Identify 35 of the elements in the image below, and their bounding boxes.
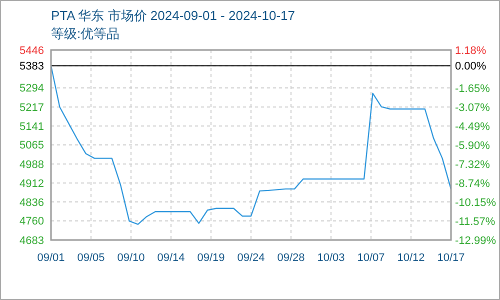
x-tick-label: 09/14: [157, 252, 185, 264]
y-tick-label: 5141: [20, 120, 44, 133]
y2-tick-label: -4.49%: [455, 120, 490, 133]
y-tick-label: 5217: [20, 102, 44, 114]
x-tick-label: 09/10: [117, 252, 145, 264]
y-tick-label: 4836: [20, 196, 44, 209]
x-tick-label: 09/24: [237, 252, 265, 264]
y2-tick-label: 1.18%: [455, 44, 486, 57]
x-tick-label: 10/07: [357, 252, 385, 264]
y-tick-label: 4988: [20, 158, 44, 171]
x-tick-label: 09/19: [197, 252, 225, 264]
y-tick-label: 5383: [20, 60, 44, 73]
y2-tick-label: -5.90%: [455, 140, 490, 152]
x-tick-label: 10/17: [437, 252, 465, 264]
y-tick-label: 4683: [20, 234, 44, 247]
y2-tick-label: -11.57%: [455, 216, 496, 228]
x-tick-label: 10/12: [397, 252, 425, 264]
y-tick-label: 5446: [20, 44, 44, 57]
y2-tick-label: -1.65%: [455, 82, 490, 95]
x-tick-label: 09/01: [37, 252, 65, 264]
x-tick-label: 09/05: [77, 252, 105, 264]
y2-tick-label: 0.00%: [455, 60, 486, 73]
y2-tick-label: -8.74%: [455, 178, 490, 190]
y-tick-label: 4912: [20, 178, 44, 190]
x-tick-label: 09/28: [277, 252, 305, 264]
y2-tick-label: -10.15%: [455, 196, 496, 209]
y-tick-label: 5065: [20, 140, 44, 152]
y2-tick-label: -7.32%: [455, 158, 490, 171]
y2-tick-label: -12.99%: [455, 234, 496, 247]
chart-title: PTA 华东 市场价 2024-09-01 - 2024-10-17: [51, 8, 295, 23]
y-tick-label: 5294: [20, 82, 44, 95]
y2-tick-label: -3.07%: [455, 102, 490, 114]
y-tick-label: 4760: [20, 216, 44, 228]
chart-subtitle: 等级:优等品: [51, 26, 120, 41]
x-tick-label: 10/03: [317, 252, 345, 264]
